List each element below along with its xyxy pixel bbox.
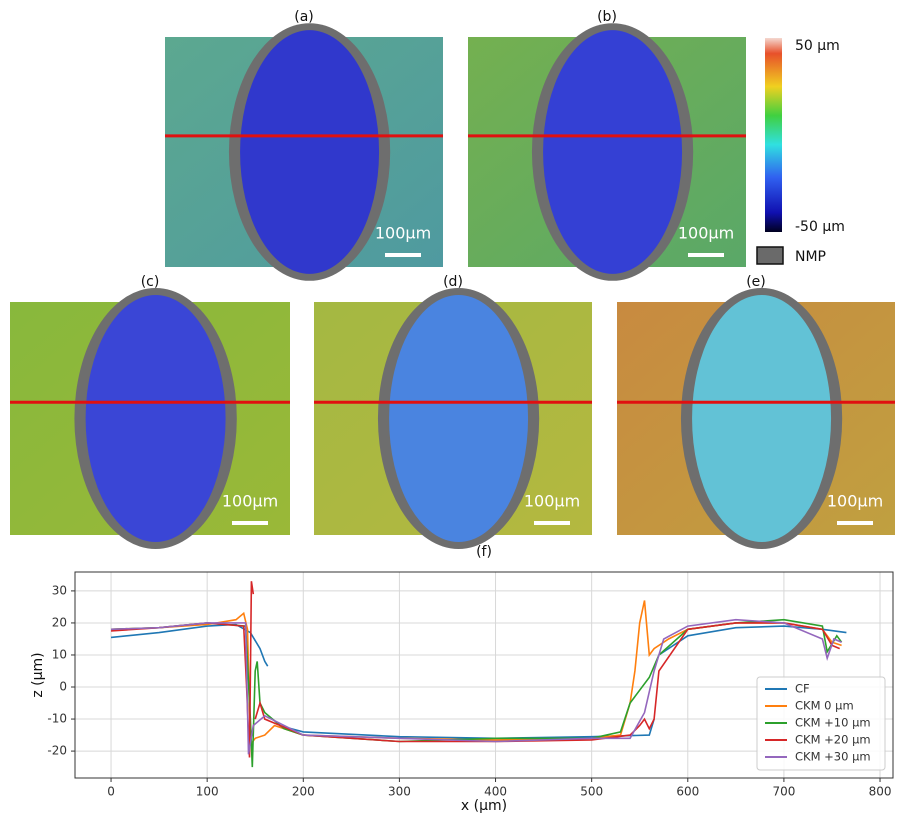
x-tick-label: 700 (772, 785, 795, 799)
y-tick-label: 30 (52, 583, 67, 597)
series-line (111, 620, 842, 767)
x-tick-label: 600 (676, 785, 699, 799)
panel-label: (b) (597, 9, 617, 25)
panel-label: (a) (294, 9, 314, 25)
panel-label: (d) (443, 274, 463, 290)
panel-label: (c) (141, 274, 160, 290)
pillar-region (543, 30, 682, 274)
nmp-label: NMP (795, 249, 826, 265)
legend-label: CKM +20 µm (795, 733, 871, 747)
x-tick-label: 800 (869, 785, 892, 799)
x-tick-label: 500 (580, 785, 603, 799)
series-line (111, 625, 846, 739)
pillar-region (692, 295, 831, 542)
y-tick-label: -10 (47, 712, 67, 726)
x-tick-label: 300 (388, 785, 411, 799)
pillar-region (389, 295, 528, 542)
x-axis-label: x (µm) (461, 798, 507, 814)
colorbar (765, 38, 782, 232)
series-line (111, 581, 840, 757)
scale-label: 100µm (375, 224, 431, 243)
colorbar-max: 50 µm (795, 38, 840, 54)
figure: 50 µm -50 µm NMP 100µm (a) 100µm (b) 100µm (c… (0, 0, 906, 819)
panel-label: (e) (746, 274, 766, 290)
x-tick-label: 200 (292, 785, 315, 799)
pillar-region (86, 295, 226, 542)
scale-label: 100µm (524, 492, 580, 511)
legend-label: CF (795, 682, 810, 696)
scale-label: 100µm (678, 224, 734, 243)
scale-label: 100µm (222, 492, 278, 511)
legend-label: CKM 0 µm (795, 699, 854, 713)
y-tick-label: 10 (52, 647, 67, 661)
pillar-region (240, 30, 379, 274)
chart-title: (f) (476, 544, 492, 560)
y-tick-label: 20 (52, 615, 67, 629)
y-axis-label: z (µm) (30, 652, 46, 697)
x-tick-label: 0 (107, 785, 115, 799)
x-tick-label: 400 (484, 785, 507, 799)
nmp-swatch (757, 247, 783, 264)
legend-label: CKM +10 µm (795, 716, 871, 730)
y-tick-label: 0 (59, 680, 67, 694)
scale-label: 100µm (827, 492, 883, 511)
legend-label: CKM +30 µm (795, 750, 871, 764)
y-tick-label: -20 (47, 744, 67, 758)
colorbar-min: -50 µm (795, 219, 845, 235)
x-tick-label: 100 (196, 785, 219, 799)
